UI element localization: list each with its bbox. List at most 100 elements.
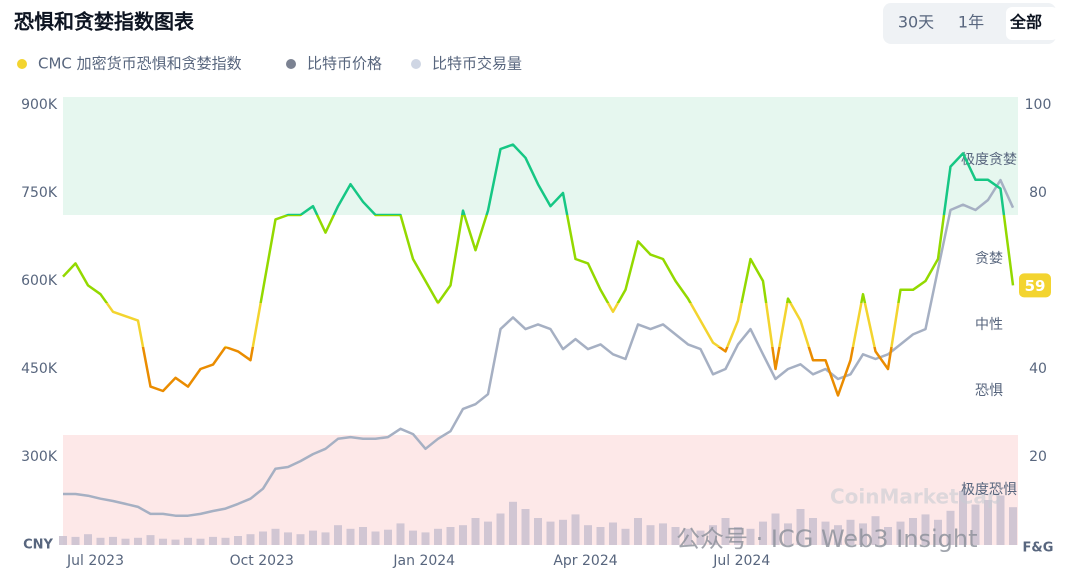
- volume-bar: [509, 501, 517, 545]
- volume-bar: [409, 530, 417, 545]
- volume-bar: [471, 518, 480, 545]
- legend-swatch: [286, 59, 296, 69]
- y2-axis-label: F&G: [1023, 541, 1054, 556]
- y-axis-label: CNY: [23, 538, 53, 553]
- volume-bar: [384, 529, 392, 545]
- current-badge: [1019, 273, 1051, 298]
- volume-bar: [696, 530, 705, 545]
- volume-bar: [459, 525, 467, 545]
- y2-tick-label: 20: [1029, 449, 1047, 465]
- y2-tick-label: 100: [1025, 97, 1052, 113]
- volume-bar: [496, 513, 505, 545]
- volume-bar: [196, 538, 205, 545]
- fear-greed-line: [62, 143, 1015, 397]
- zone-label: 极度恐惧: [961, 482, 1017, 498]
- volume-bar: [596, 527, 605, 545]
- volume-bar: [721, 518, 730, 545]
- zone-label: 极度贪婪: [961, 152, 1017, 168]
- legend-label: 比特币交易量: [432, 55, 522, 73]
- volume-bar: [334, 525, 342, 545]
- volume-bar: [121, 538, 130, 545]
- volume-bar: [796, 509, 805, 545]
- volume-bar: [834, 525, 842, 545]
- volume-bar: [559, 519, 567, 545]
- y2-tick-label: 40: [1029, 361, 1047, 377]
- legend-swatch: [17, 59, 27, 69]
- volume-bar: [146, 535, 155, 545]
- volume-bar: [621, 528, 630, 545]
- legend-swatch: [411, 59, 421, 69]
- zone-band: [63, 97, 1018, 215]
- y-tick-label: 300K: [21, 449, 58, 465]
- watermark: CoinMarketCap: [830, 485, 1001, 509]
- volume-bar: [296, 534, 305, 545]
- volume-bar: [734, 527, 742, 545]
- volume-bar: [821, 521, 830, 545]
- volume-bar: [996, 495, 1005, 545]
- current-value: 59: [1025, 277, 1046, 295]
- volume-bar: [959, 491, 967, 545]
- volume-bar: [759, 521, 767, 545]
- volume-bar: [346, 528, 355, 545]
- volume-bar: [684, 528, 692, 545]
- y2-tick-label: 80: [1029, 185, 1047, 201]
- volume-bar: [1009, 507, 1017, 545]
- volume-bar: [359, 527, 367, 545]
- volume-bar: [234, 536, 242, 545]
- tab[interactable]: 全部: [1009, 13, 1042, 32]
- volume-bar: [59, 536, 67, 545]
- volume-bar: [109, 536, 117, 545]
- volume-bar: [284, 532, 292, 545]
- volume-bar: [259, 531, 267, 545]
- volume-bar: [221, 537, 230, 545]
- watermark: 公众号 · ICG Web3 Insight: [676, 525, 978, 553]
- volume-bar: [859, 523, 867, 545]
- volume-bar: [434, 528, 442, 545]
- volume-bar: [521, 509, 530, 545]
- zone-label: 贪婪: [975, 251, 1003, 267]
- y-tick-label: 450K: [21, 361, 58, 377]
- volume-bar: [271, 528, 280, 545]
- x-tick-label: Jul 2023: [66, 553, 124, 569]
- tab[interactable]: 1年: [958, 13, 984, 32]
- volume-bar: [96, 537, 105, 545]
- x-tick-label: Oct 2023: [230, 553, 294, 569]
- volume-bar: [984, 500, 992, 545]
- volume-bar: [484, 521, 492, 545]
- volume-bar: [671, 527, 680, 545]
- volume-bar: [421, 532, 430, 545]
- x-tick-label: Jan 2024: [392, 553, 455, 569]
- volume-bar: [609, 522, 617, 545]
- tab[interactable]: 30天: [898, 13, 934, 32]
- volume-bar: [646, 525, 655, 545]
- volume-bar: [709, 525, 717, 545]
- volume-bar: [84, 534, 92, 545]
- volume-bar: [371, 531, 380, 545]
- price-line: [63, 178, 1015, 517]
- volume-bar: [209, 536, 217, 545]
- volume-bar: [309, 530, 317, 545]
- volume-bar: [321, 532, 330, 545]
- volume-bar: [871, 516, 880, 545]
- volume-bar: [809, 518, 817, 545]
- chart-title: 恐惧和贪婪指数图表: [14, 10, 195, 34]
- volume-bar: [896, 521, 905, 545]
- volume-bar: [946, 510, 955, 545]
- y-tick-label: 750K: [21, 185, 58, 201]
- volume-bar: [184, 537, 192, 545]
- volume-bar: [534, 518, 542, 545]
- volume-bar: [171, 539, 180, 545]
- volume-bar: [396, 523, 405, 545]
- volume-bar: [634, 518, 642, 545]
- volume-bar: [159, 538, 167, 545]
- volume-bar: [971, 504, 980, 545]
- y-tick-label: 900K: [21, 97, 58, 113]
- tab-active: [1006, 7, 1058, 40]
- volume-bar: [884, 527, 892, 545]
- zone-label: 恐惧: [975, 383, 1003, 399]
- volume-bar: [921, 514, 930, 545]
- volume-bar: [771, 513, 780, 545]
- volume-bar: [909, 518, 917, 545]
- x-tick-label: Jul 2024: [712, 553, 770, 569]
